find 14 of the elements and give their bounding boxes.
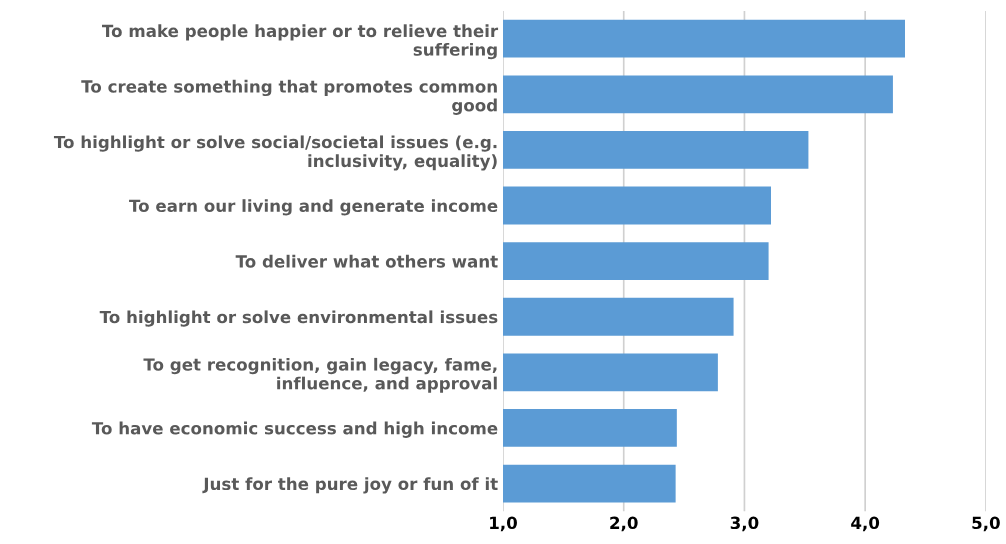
y-tick-label: To deliver what others want <box>235 254 498 268</box>
y-tick-label: To have economic success and high income <box>91 421 498 438</box>
x-tick-label: 2,0 <box>610 516 638 532</box>
y-tick-label: Just for the pure joy or fun of it <box>202 477 498 494</box>
y-tick-label: To create something that promotes common good <box>81 79 497 115</box>
x-tick-label: 5,0 <box>972 516 1000 532</box>
x-tick-label: 3,0 <box>730 516 759 532</box>
y-tick-label: To highlight or solve environmental issues <box>99 310 498 327</box>
y-tick-label: To highlight or solve social/societal issues (e.g. inclusivity, equality) <box>53 135 497 171</box>
y-tick-label: To get recognition, gain legacy, fame, influence, and approval <box>143 357 497 393</box>
y-tick-label: To earn our living and generate income <box>129 199 498 216</box>
x-tick-label: 4,0 <box>851 516 880 532</box>
y-tick-label: To make people happier or to relieve their suffering <box>102 24 499 60</box>
x-tick-label: 1,0 <box>490 516 517 532</box>
